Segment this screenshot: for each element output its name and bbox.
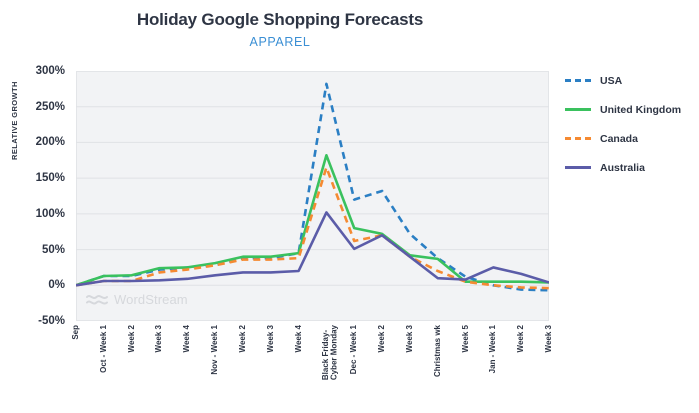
x-tick-label: Week 2 (126, 325, 136, 353)
legend-swatch (565, 79, 591, 82)
chart-title: Holiday Google Shopping Forecasts (136, 10, 424, 29)
y-axis-tick-labels: -50% 0% 50% 100% 150% 200% 250% 300% (0, 0, 70, 413)
legend-item[interactable]: United Kingdom (565, 95, 699, 124)
chart-legend: USA United Kingdom Canada Australia (565, 66, 699, 182)
chart-subtitle: APPAREL (249, 35, 311, 49)
legend-item[interactable]: USA (565, 66, 699, 95)
plot-area (76, 71, 549, 321)
x-tick-label: Week 2 (516, 325, 526, 353)
x-tick-label: Nov - Week 1 (210, 325, 220, 375)
x-tick-label: Week 3 (265, 325, 275, 353)
x-tick-label: Week 3 (404, 325, 414, 353)
y-tick-label: 300% (35, 65, 65, 77)
x-tick-label: Oct - Week 1 (98, 325, 108, 373)
legend-swatch (565, 108, 591, 111)
legend-label: United Kingdom (600, 103, 682, 116)
series-line (76, 212, 549, 285)
y-tick-label: 100% (35, 207, 65, 220)
x-tick-label: Week 4 (182, 325, 192, 353)
y-tick-label: -50% (38, 315, 65, 327)
series-line (76, 167, 549, 288)
legend-swatch (565, 166, 591, 169)
x-tick-label: Sep (71, 325, 80, 340)
legend-item[interactable]: Canada (565, 124, 699, 153)
x-tick-label: Dec - Week 1 (349, 325, 359, 375)
legend-item[interactable]: Australia (565, 153, 699, 182)
x-tick-label: Week 5 (460, 325, 470, 353)
x-tick-label: Week 2 (377, 325, 387, 353)
x-tick-label: Week 2 (237, 325, 247, 353)
legend-label: Canada (600, 132, 638, 145)
series-line (76, 84, 549, 290)
plot-lines (76, 71, 549, 321)
legend-label: USA (600, 74, 623, 87)
y-tick-label: 250% (35, 100, 65, 113)
x-tick-label: Week 3 (154, 325, 164, 353)
x-tick-label: Week 4 (293, 325, 303, 353)
legend-swatch (565, 137, 591, 140)
x-tick-label: Christmas wk (432, 325, 442, 378)
legend-label: Australia (600, 161, 645, 174)
y-tick-label: 0% (48, 279, 65, 292)
y-tick-label: 50% (41, 243, 65, 256)
x-tick-label: Black Friday- Cyber Monday (321, 325, 339, 381)
x-tick-label: Week 3 (544, 325, 553, 353)
x-axis-tick-labels: Sep Oct - Week 1 Week 2 Week 3 Week 4 Nov - W… (71, 325, 553, 413)
x-tick-label: Jan - Week 1 (488, 325, 498, 374)
y-tick-label: 150% (35, 172, 65, 185)
y-tick-label: 200% (35, 136, 65, 149)
